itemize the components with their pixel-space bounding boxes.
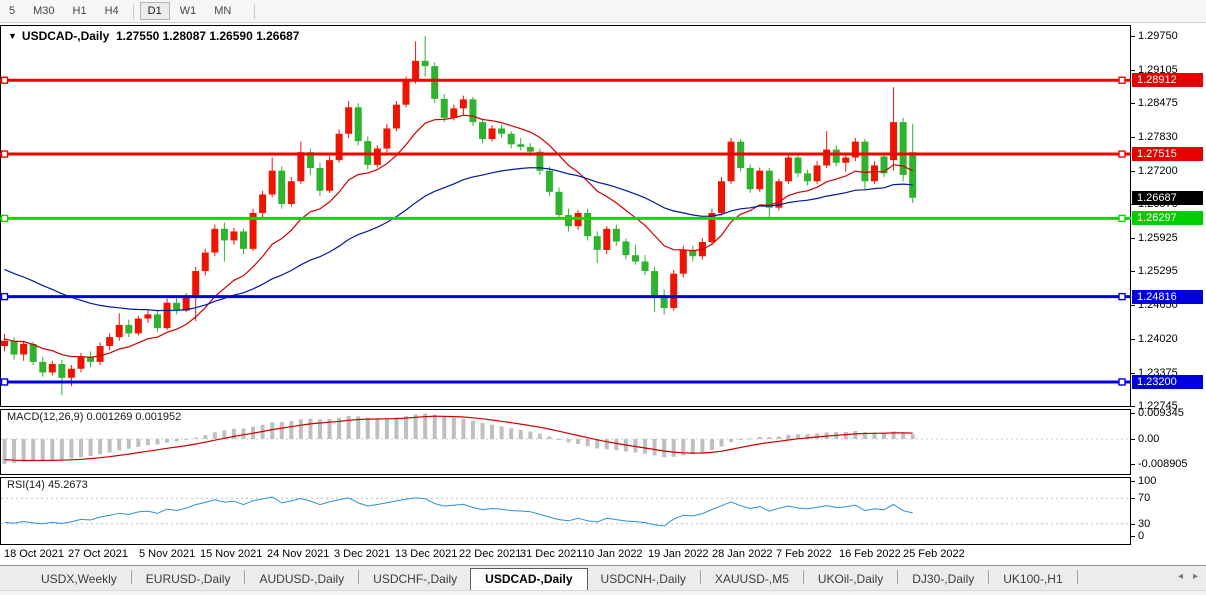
hline-handle-right[interactable] (1118, 214, 1126, 223)
tab-usdcad-daily[interactable]: USDCAD-,Daily (470, 568, 588, 591)
hline-handle-left[interactable] (0, 378, 9, 386)
date-tick-label: 5 Nov 2021 (139, 548, 196, 560)
tab-scroll-arrows: ◂ ▸ (1178, 572, 1198, 582)
date-tick-label: 13 Dec 2021 (395, 548, 458, 560)
timeframe-toolbar: 5 M30 H1 H4 D1 W1 MN (0, 0, 1206, 23)
tab-separator (988, 570, 990, 584)
date-axis[interactable]: 18 Oct 2021 27 Oct 2021 5 Nov 2021 15 Nov 2… (0, 546, 1131, 564)
hline-handle-right[interactable] (1118, 378, 1126, 386)
date-tick-label: 10 Jan 2022 (582, 548, 643, 560)
tab-separator (358, 570, 360, 584)
timeframe-button-m30[interactable]: M30 (33, 5, 55, 17)
date-tick-label: 7 Feb 2022 (776, 548, 832, 560)
ma-fast-line (4, 114, 913, 358)
date-tick-label: 15 Nov 2021 (200, 548, 263, 560)
hline-handle-right[interactable] (1118, 150, 1126, 158)
macd-panel-frame (0, 409, 1131, 475)
timeframe-button-w1[interactable]: W1 (179, 5, 197, 17)
window-bottom-strip (0, 590, 1206, 595)
chart-ohlc-values: 1.27550 1.28087 1.26590 1.26687 (115, 29, 300, 43)
macd-tick-label: 0.00 (1131, 433, 1206, 446)
hline-handle-left[interactable] (0, 214, 9, 223)
price-badge-1.27515: 1.27515 (1132, 147, 1203, 162)
price-tick-label: 1.28475 (1131, 97, 1206, 110)
rsi-tick-label: 30 (1131, 518, 1206, 531)
tab-separator (244, 570, 246, 584)
rsi-indicator-label: RSI(14) 45.2673 (7, 479, 88, 491)
toolbar-separator (254, 3, 256, 19)
ma-slow-line (4, 167, 913, 312)
timeframe-button-5[interactable]: 5 (9, 5, 16, 17)
macd-signal-line (4, 415, 913, 462)
tab-uk100-h1[interactable]: UK100-,H1 (1003, 572, 1063, 586)
tab-scroll-left-icon[interactable]: ◂ (1177, 571, 1183, 582)
chart-plot[interactable] (0, 23, 1131, 565)
date-tick-label: 25 Feb 2022 (903, 548, 965, 560)
macd-tick-label: -0.008905 (1131, 458, 1206, 471)
rsi-tick-label: 70 (1131, 492, 1206, 505)
chevron-down-icon[interactable]: ▼ (8, 31, 17, 41)
price-tick-label: 1.22745 (1131, 400, 1206, 413)
macd-histogram (2, 413, 915, 464)
macd-indicator-label: MACD(12,26,9) 0.001269 0.001952 (7, 411, 182, 423)
tab-separator (897, 570, 899, 584)
price-axis[interactable]: 1.297501.291051.284751.278301.272001.265… (1131, 23, 1206, 565)
price-badge-1.28912: 1.28912 (1132, 73, 1203, 88)
price-badge-1.26297: 1.26297 (1132, 211, 1203, 226)
price-tick-label: 1.29750 (1131, 30, 1206, 43)
toolbar-separator (132, 3, 134, 19)
tab-separator (1076, 570, 1078, 584)
chart-tab-bar: USDX,Weekly EURUSD-,Daily AUDUSD-,Daily USD… (0, 565, 1206, 591)
price-badge-1.23200: 1.23200 (1132, 374, 1203, 389)
date-tick-label: 27 Oct 2021 (68, 548, 128, 560)
timeframe-button-mn[interactable]: MN (214, 5, 232, 17)
date-tick-label: 22 Dec 2021 (459, 548, 522, 560)
candlesticks (1, 36, 917, 396)
tab-scroll-right-icon[interactable]: ▸ (1192, 571, 1198, 582)
hline-handle-left[interactable] (0, 292, 9, 301)
price-badge-1.24816: 1.24816 (1132, 289, 1203, 304)
hline-handle-left[interactable] (0, 150, 9, 158)
date-tick-label: 24 Nov 2021 (267, 548, 330, 560)
rsi-tick-label: 100 (1131, 475, 1206, 488)
price-tick-label: 1.29105 (1131, 64, 1206, 77)
price-tick-label: 1.27830 (1131, 131, 1206, 144)
tab-separator (699, 570, 701, 584)
date-tick-label: 3 Dec 2021 (334, 548, 391, 560)
tab-audusd-daily[interactable]: AUDUSD-,Daily (259, 572, 345, 586)
macd-tick-label: 0.009345 (1131, 407, 1206, 420)
chart-title: ▼ USDCAD-,Daily 1.27550 1.28087 1.26590 1… (8, 29, 299, 43)
tab-dj30-daily[interactable]: DJ30-,Daily (912, 572, 975, 586)
hline-handle-left[interactable] (0, 76, 9, 84)
tab-ukoil-daily[interactable]: UKOil-,Daily (817, 572, 884, 586)
tab-usdchf-daily[interactable]: USDCHF-,Daily (373, 572, 458, 586)
date-tick-label: 19 Jan 2022 (648, 548, 709, 560)
price-tick-label: 1.25295 (1131, 265, 1206, 278)
tab-usdx-weekly[interactable]: USDX,Weekly (41, 572, 117, 586)
rsi-panel-frame (0, 477, 1131, 545)
rsi-line (4, 496, 913, 527)
chart-symbol-label: USDCAD-,Daily (21, 29, 110, 43)
tab-xauusd-m5[interactable]: XAUUSD-,M5 (714, 572, 789, 586)
tab-usdcnh-daily[interactable]: USDCNH-,Daily (600, 572, 686, 586)
date-tick-label: 16 Feb 2022 (839, 548, 901, 560)
tab-separator (802, 570, 804, 584)
timeframe-button-h1[interactable]: H1 (72, 5, 87, 17)
timeframe-button-h4[interactable]: H4 (104, 5, 119, 17)
date-tick-label: 18 Oct 2021 (4, 548, 64, 560)
price-badge-1.26687: 1.26687 (1132, 190, 1203, 205)
tab-eurusd-daily[interactable]: EURUSD-,Daily (145, 572, 231, 586)
hline-handle-right[interactable] (1118, 76, 1126, 84)
price-tick-label: 1.27200 (1131, 165, 1206, 178)
hline-handle-right[interactable] (1118, 292, 1126, 301)
timeframe-button-d1[interactable]: D1 (139, 2, 170, 20)
tab-separator (130, 570, 132, 584)
price-tick-label: 1.24020 (1131, 333, 1206, 346)
rsi-tick-label: 0 (1131, 530, 1206, 543)
date-tick-label: 28 Jan 2022 (712, 548, 773, 560)
date-tick-label: 31 Dec 2021 (520, 548, 583, 560)
price-tick-label: 1.25925 (1131, 232, 1206, 245)
